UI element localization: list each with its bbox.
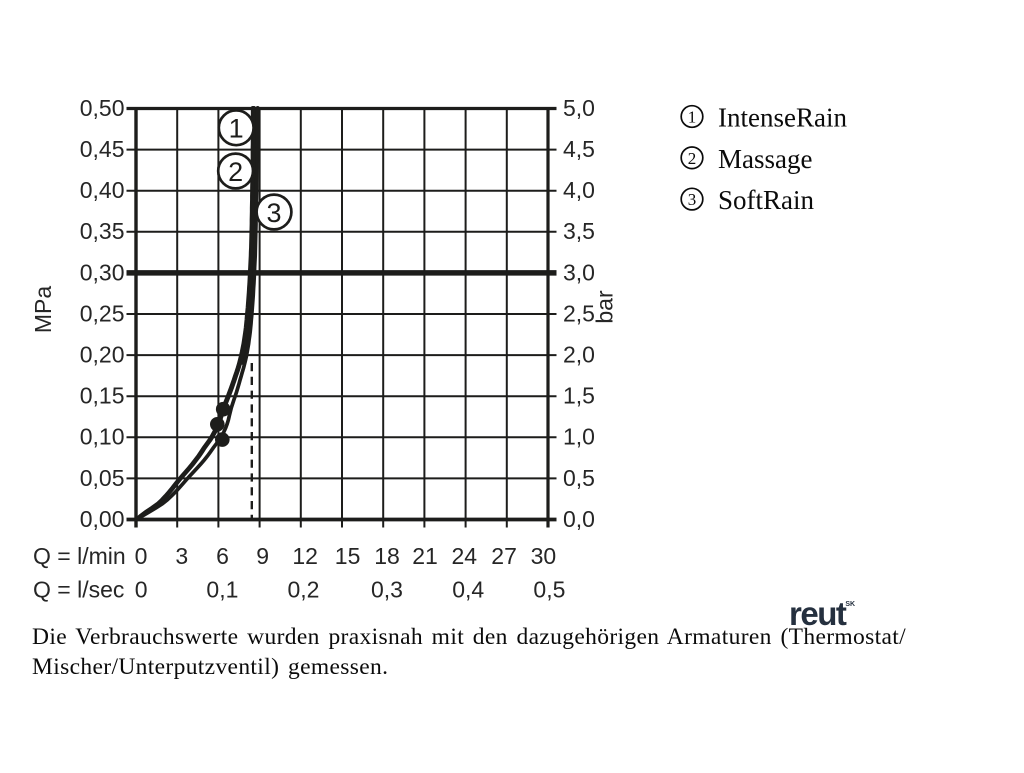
svg-text:0,00: 0,00: [80, 506, 125, 532]
svg-text:2,0: 2,0: [563, 342, 595, 368]
svg-text:0,40: 0,40: [80, 177, 125, 203]
svg-text:0,1: 0,1: [206, 577, 238, 603]
svg-text:0,05: 0,05: [80, 465, 125, 491]
svg-text:5,0: 5,0: [563, 95, 595, 121]
svg-text:15: 15: [335, 543, 361, 569]
svg-text:0,2: 0,2: [288, 577, 320, 603]
svg-text:21: 21: [412, 543, 438, 569]
svg-text:0,3: 0,3: [371, 577, 403, 603]
svg-text:6: 6: [216, 543, 229, 569]
svg-text:0,0: 0,0: [563, 506, 595, 532]
svg-text:1,0: 1,0: [563, 424, 595, 450]
svg-text:2: 2: [228, 157, 243, 187]
svg-text:0,5: 0,5: [563, 465, 595, 491]
svg-text:0,10: 0,10: [80, 424, 125, 450]
svg-text:4,0: 4,0: [563, 177, 595, 203]
svg-text:9: 9: [256, 543, 269, 569]
svg-text:SoftRain: SoftRain: [718, 185, 815, 215]
svg-text:0: 0: [135, 577, 148, 603]
svg-text:1: 1: [229, 114, 244, 144]
svg-text:0,45: 0,45: [80, 136, 125, 162]
svg-text:0,15: 0,15: [80, 383, 125, 409]
svg-text:1: 1: [688, 108, 697, 127]
svg-text:24: 24: [452, 543, 478, 569]
svg-text:3,0: 3,0: [563, 259, 595, 285]
svg-text:0,20: 0,20: [80, 342, 125, 368]
svg-text:2: 2: [688, 149, 697, 168]
svg-text:3: 3: [175, 543, 188, 569]
svg-text:0,35: 0,35: [80, 218, 125, 244]
svg-text:3,5: 3,5: [563, 218, 595, 244]
svg-text:Q = l/sec: Q = l/sec: [33, 577, 124, 603]
svg-text:bar: bar: [592, 290, 618, 324]
svg-text:0,5: 0,5: [533, 577, 565, 603]
svg-text:0,50: 0,50: [80, 95, 125, 121]
svg-text:1,5: 1,5: [563, 383, 595, 409]
svg-text:Q = l/min: Q = l/min: [33, 543, 126, 569]
svg-text:Massage: Massage: [718, 144, 812, 174]
svg-text:0,25: 0,25: [80, 300, 125, 326]
svg-text:IntenseRain: IntenseRain: [718, 103, 847, 133]
svg-text:18: 18: [374, 543, 400, 569]
svg-text:30: 30: [531, 543, 557, 569]
svg-text:0: 0: [135, 543, 148, 569]
svg-text:0,30: 0,30: [80, 259, 125, 285]
svg-text:4,5: 4,5: [563, 136, 595, 162]
svg-text:12: 12: [292, 543, 318, 569]
svg-text:0,4: 0,4: [452, 577, 484, 603]
svg-text:27: 27: [491, 543, 517, 569]
svg-text:MPa: MPa: [30, 286, 56, 334]
svg-text:3: 3: [688, 190, 697, 209]
svg-text:2,5: 2,5: [563, 300, 595, 326]
svg-text:3: 3: [266, 198, 281, 228]
